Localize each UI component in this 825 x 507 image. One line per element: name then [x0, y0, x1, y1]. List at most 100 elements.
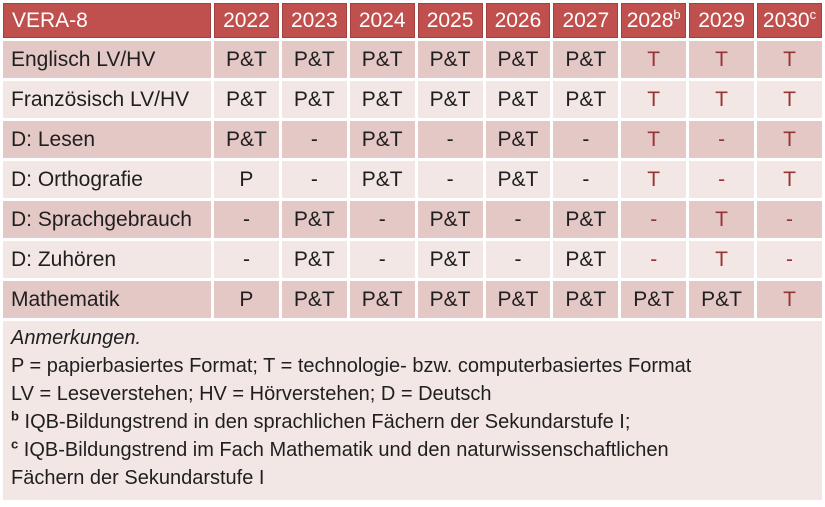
format-cell: P&T — [553, 41, 619, 78]
year-column-header: 2022 — [214, 3, 279, 38]
format-cell: P&T — [349, 281, 415, 318]
format-cell: P — [214, 161, 279, 198]
column-label: 2027 — [562, 8, 610, 32]
column-label: VERA-8 — [12, 8, 88, 32]
format-cell: P&T — [349, 161, 415, 198]
format-cell: P&T — [553, 201, 619, 238]
format-cell: T — [757, 161, 822, 198]
format-cell: T — [689, 81, 754, 118]
table-body: Englisch LV/HV P&T P&T P&T P&T P&T P&T T T T Franz… — [3, 41, 822, 318]
format-cell: P&T — [214, 41, 279, 78]
row-label: D: Lesen — [3, 121, 211, 158]
format-cell: - — [553, 161, 619, 198]
format-cell: T — [689, 241, 754, 278]
format-cell: P&T — [689, 281, 754, 318]
format-cell: - — [621, 201, 687, 238]
format-cell: T — [621, 81, 687, 118]
table-row: D: Orthografie P - P&T - P&T - T - T — [3, 161, 822, 198]
footnote-marker: b — [673, 6, 681, 22]
notes-lines: P = papierbasiertes Format; T = technolo… — [11, 352, 814, 492]
note-line: b IQB-Bildungstrend in den sprachlichen … — [11, 408, 631, 433]
row-label: D: Sprachgebrauch — [3, 201, 211, 238]
format-cell: P&T — [281, 241, 347, 278]
year-column-header: 2025 — [417, 3, 483, 38]
format-cell: - — [417, 161, 483, 198]
format-cell: P&T — [417, 41, 483, 78]
format-cell: - — [214, 241, 279, 278]
format-cell: P&T — [553, 81, 619, 118]
format-cell: - — [485, 201, 551, 238]
year-column-header: 2028b — [621, 3, 687, 38]
format-cell: P&T — [281, 281, 347, 318]
row-label: D: Orthografie — [3, 161, 211, 198]
format-cell: P&T — [417, 81, 483, 118]
year-column-header: 2024 — [349, 3, 415, 38]
row-label: D: Zuhören — [3, 241, 211, 278]
format-cell: P&T — [281, 81, 347, 118]
format-cell: P&T — [281, 41, 347, 78]
column-label: 2022 — [223, 8, 270, 32]
format-cell: T — [757, 121, 822, 158]
format-cell: P&T — [214, 121, 279, 158]
column-label: 2026 — [494, 8, 542, 32]
format-cell: - — [214, 201, 279, 238]
format-cell: - — [621, 241, 687, 278]
format-cell: - — [689, 121, 754, 158]
footnote-marker: b — [11, 408, 19, 424]
table-title-cell: VERA-8 — [3, 3, 211, 38]
format-cell: - — [757, 201, 822, 238]
format-cell: P&T — [349, 81, 415, 118]
note-line: c IQB-Bildungstrend im Fach Mathematik u… — [11, 436, 669, 489]
format-cell: T — [757, 281, 822, 318]
year-column-header: 2030c — [757, 3, 822, 38]
format-cell: P&T — [417, 281, 483, 318]
footnote-marker: c — [11, 436, 19, 452]
row-label: Mathematik — [3, 281, 211, 318]
note-line: P = papierbasiertes Format; T = technolo… — [11, 355, 692, 377]
column-label: 2029 — [698, 8, 745, 32]
format-cell: P&T — [553, 281, 619, 318]
format-cell: P&T — [485, 161, 551, 198]
notes-heading: Anmerkungen. — [11, 327, 142, 349]
year-column-header: 2027 — [553, 3, 619, 38]
format-cell: - — [553, 121, 619, 158]
row-label: Französisch LV/HV — [3, 81, 211, 118]
vera8-assessment-table: VERA-8 2022 2023 2024 2025 2026 2027 2028b 2029 2… — [3, 3, 822, 318]
format-cell: T — [621, 121, 687, 158]
format-cell: T — [689, 201, 754, 238]
year-column-header: 2026 — [485, 3, 551, 38]
format-cell: T — [621, 41, 687, 78]
format-cell: T — [757, 41, 822, 78]
format-cell: T — [757, 81, 822, 118]
format-cell: P&T — [214, 81, 279, 118]
column-label: 2030 — [762, 8, 810, 32]
format-cell: P&T — [621, 281, 687, 318]
footnote-marker: c — [809, 6, 817, 22]
format-cell: P&T — [553, 241, 619, 278]
table-row: Englisch LV/HV P&T P&T P&T P&T P&T P&T T T T — [3, 41, 822, 78]
format-cell: P&T — [349, 41, 415, 78]
format-cell: P — [214, 281, 279, 318]
column-label: 2023 — [290, 8, 338, 32]
header-row: VERA-8 2022 2023 2024 2025 2026 2027 2028b 2029 2… — [3, 3, 822, 38]
format-cell: - — [757, 241, 822, 278]
format-cell: T — [621, 161, 687, 198]
note-line: LV = Leseverstehen; HV = Hörverstehen; D… — [11, 383, 492, 405]
format-cell: - — [349, 241, 415, 278]
year-column-header: 2023 — [281, 3, 347, 38]
column-label: 2028 — [626, 8, 674, 32]
format-cell: P&T — [485, 281, 551, 318]
format-cell: - — [349, 201, 415, 238]
format-cell: P&T — [417, 201, 483, 238]
table-row: D: Zuhören - P&T - P&T - P&T - T - — [3, 241, 822, 278]
year-column-header: 2029 — [689, 3, 754, 38]
format-cell: - — [689, 161, 754, 198]
table-row: D: Sprachgebrauch - P&T - P&T - P&T - T - — [3, 201, 822, 238]
format-cell: - — [417, 121, 483, 158]
format-cell: P&T — [281, 201, 347, 238]
format-cell: P&T — [485, 81, 551, 118]
format-cell: - — [485, 241, 551, 278]
format-cell: - — [281, 121, 347, 158]
format-cell: P&T — [349, 121, 415, 158]
